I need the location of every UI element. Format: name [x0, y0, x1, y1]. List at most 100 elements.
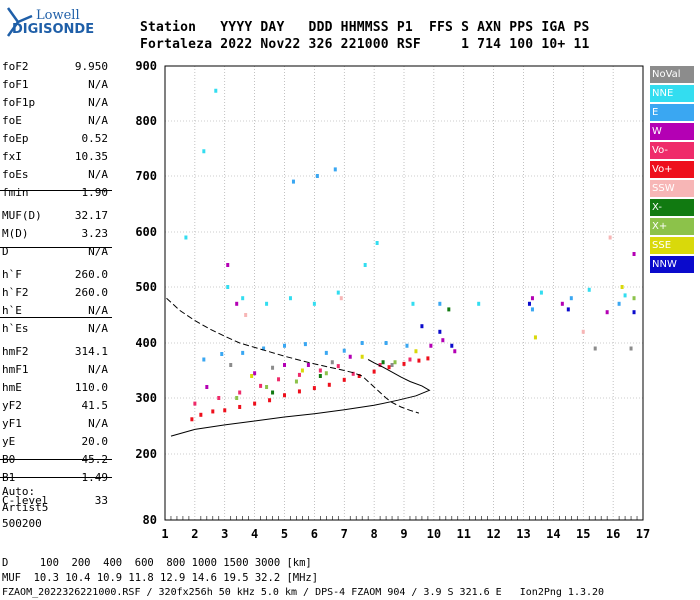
- param-row: yE 20.0: [0, 433, 112, 451]
- param-row: D N/A: [0, 243, 112, 261]
- param-value: 260.0: [74, 268, 108, 281]
- data-point: [342, 348, 346, 353]
- data-point: [405, 343, 409, 348]
- divider: [0, 459, 112, 460]
- x-tick-label: 4: [251, 527, 258, 541]
- legend-item: NoVal: [650, 66, 694, 83]
- data-point: [283, 363, 286, 367]
- data-point: [414, 349, 418, 354]
- data-point: [190, 417, 194, 422]
- param-label: h`F2: [2, 286, 29, 299]
- plot-frame: [164, 65, 644, 521]
- data-point: [408, 357, 412, 362]
- auto-code: 500200: [2, 517, 42, 530]
- x-tick-label: 3: [221, 527, 228, 541]
- param-row: h`F 260.0: [0, 266, 112, 284]
- x-tick-label: 2: [191, 527, 198, 541]
- data-point: [339, 296, 343, 301]
- param-value: N/A: [88, 417, 108, 430]
- data-point: [342, 377, 346, 382]
- param-label: hmE: [2, 381, 22, 394]
- muf-row: MUF 10.3 10.4 10.9 11.8 12.9 14.6 19.5 3…: [2, 572, 319, 584]
- data-point: [420, 324, 424, 329]
- data-point: [477, 301, 481, 306]
- divider: [0, 190, 112, 191]
- data-point: [303, 342, 307, 347]
- data-point: [253, 401, 257, 406]
- data-point: [330, 360, 334, 365]
- data-point: [277, 377, 281, 382]
- param-label: h`Es: [2, 322, 29, 335]
- data-point: [360, 354, 364, 359]
- param-value: 20.0: [81, 435, 109, 448]
- data-point: [226, 263, 230, 267]
- param-row: foF1p N/A: [0, 94, 112, 112]
- param-label: foE: [2, 114, 22, 127]
- param-label: fxI: [2, 150, 22, 163]
- x-tick-label: 16: [606, 527, 620, 541]
- x-tick-label: 14: [546, 527, 560, 541]
- param-row: hmF1 N/A: [0, 361, 112, 379]
- data-point: [438, 301, 442, 306]
- data-point: [202, 357, 206, 362]
- data-point: [283, 393, 286, 398]
- data-point: [283, 343, 286, 348]
- param-row: yF2 41.5: [0, 397, 112, 415]
- data-point: [226, 285, 230, 289]
- data-point: [220, 352, 224, 356]
- data-point: [288, 296, 292, 301]
- data-point: [333, 167, 337, 172]
- data-point: [605, 310, 609, 315]
- legend-item: NNE: [650, 85, 694, 102]
- param-label: fmin: [2, 186, 29, 199]
- param-label: C-level: [2, 494, 49, 507]
- param-label: MUF(D): [2, 209, 42, 222]
- y-tick-label: 300: [135, 391, 157, 405]
- x-tick-label: 5: [281, 527, 288, 541]
- param-value: N/A: [88, 78, 108, 91]
- data-point: [318, 368, 322, 373]
- param-row: foF1 N/A: [0, 76, 112, 94]
- x-tick-label: 1: [161, 527, 168, 541]
- param-label: h`E: [2, 304, 22, 317]
- legend-item: Vo+: [650, 161, 694, 178]
- data-point: [202, 149, 206, 154]
- logo-digisonde: DIGISONDE: [12, 22, 95, 37]
- data-point: [623, 293, 627, 298]
- data-point: [327, 382, 331, 387]
- param-label: h`F: [2, 268, 22, 281]
- header-values: Fortaleza 2022 Nov22 326 221000 RSF 1 71…: [140, 37, 590, 52]
- divider: [0, 477, 112, 478]
- data-point: [315, 174, 319, 178]
- logo-mark-icon: [6, 7, 33, 37]
- data-point: [632, 310, 636, 315]
- data-point: [372, 369, 376, 374]
- param-row: yF1 N/A: [0, 415, 112, 433]
- data-point: [450, 343, 454, 348]
- parameter-panel: foF2 9.950 foF1 N/A foF1p N/A foE N/A foEp 0.52 fx…: [0, 58, 112, 510]
- distance-row: D 100 200 400 600 800 1000 1500 3000 [km…: [2, 557, 312, 569]
- data-point: [441, 338, 445, 343]
- param-label: hmF1: [2, 363, 29, 376]
- data-point: [184, 235, 188, 240]
- data-point: [217, 396, 221, 400]
- param-row: foEs N/A: [0, 166, 112, 184]
- data-point: [271, 390, 275, 395]
- x-tick-label: 12: [486, 527, 500, 541]
- y-tick-label: 200: [135, 447, 157, 461]
- data-point: [336, 290, 340, 295]
- data-point: [241, 296, 245, 301]
- param-label: foEs: [2, 168, 29, 181]
- x-tick-label: 9: [400, 527, 407, 541]
- divider: [0, 317, 112, 318]
- data-point: [262, 346, 266, 351]
- y-tick-label: 400: [135, 336, 157, 350]
- data-point: [411, 301, 415, 306]
- data-point: [429, 343, 433, 348]
- y-tick-label: 600: [135, 225, 157, 239]
- param-value: 41.5: [81, 399, 109, 412]
- data-point: [265, 301, 269, 306]
- legend-item: W: [650, 123, 694, 140]
- y-tick-label: 900: [135, 59, 157, 73]
- data-point: [253, 371, 257, 376]
